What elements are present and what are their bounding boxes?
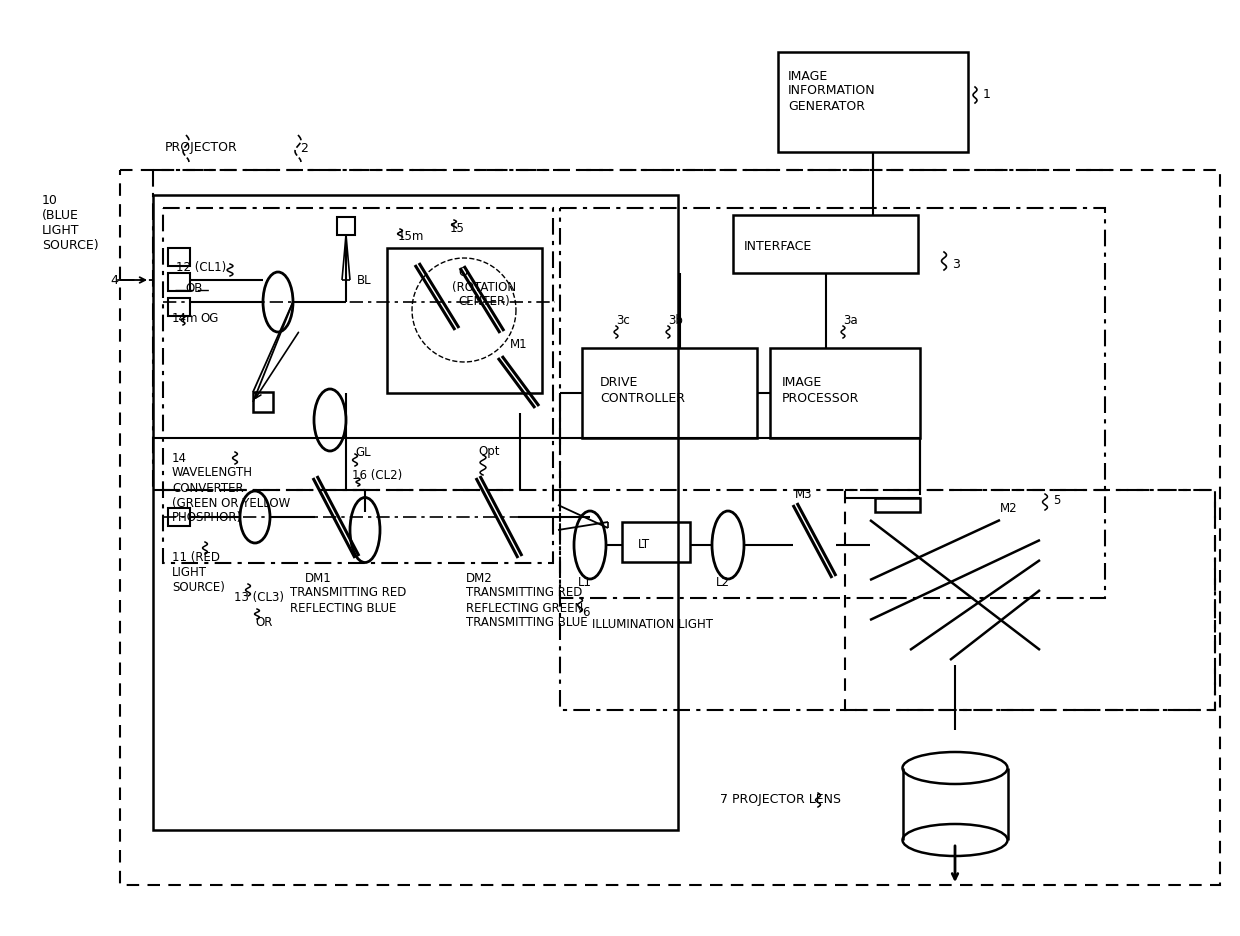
Text: 13 (CL3): 13 (CL3)	[234, 592, 284, 605]
Text: SOURCE): SOURCE)	[42, 239, 99, 252]
Bar	[560, 490, 1215, 710]
Bar	[120, 170, 1220, 885]
Text: LT: LT	[639, 538, 650, 551]
Text: CONTROLLER: CONTROLLER	[600, 391, 684, 404]
Text: 14: 14	[172, 451, 187, 464]
Text: 5: 5	[1053, 493, 1060, 506]
Text: CONVERTER: CONVERTER	[172, 481, 243, 494]
Text: O: O	[458, 266, 467, 279]
Text: GL: GL	[355, 446, 371, 459]
Text: SOURCE): SOURCE)	[172, 580, 224, 593]
Text: ILLUMINATION LIGHT: ILLUMINATION LIGHT	[591, 618, 713, 631]
Text: REFLECTING BLUE: REFLECTING BLUE	[290, 602, 397, 615]
Text: INFORMATION: INFORMATION	[787, 84, 875, 97]
Bar	[167, 273, 190, 291]
Bar	[875, 498, 920, 512]
Bar	[253, 392, 273, 412]
Text: TRANSMITTING BLUE: TRANSMITTING BLUE	[466, 617, 588, 630]
Bar	[622, 522, 689, 562]
Text: 16 (CL2): 16 (CL2)	[352, 470, 402, 482]
Text: LIGHT: LIGHT	[42, 224, 79, 237]
Text: 15m: 15m	[398, 230, 424, 243]
Text: BL: BL	[357, 273, 372, 286]
Text: 6: 6	[582, 606, 589, 619]
Text: 4: 4	[110, 273, 118, 286]
Text: M2: M2	[999, 502, 1018, 515]
Text: 7 PROJECTOR LENS: 7 PROJECTOR LENS	[720, 794, 841, 807]
Text: (GREEN OR YELLOW: (GREEN OR YELLOW	[172, 496, 290, 509]
Bar	[337, 217, 355, 235]
Text: 15: 15	[450, 222, 465, 235]
Bar	[167, 248, 190, 266]
Text: OG: OG	[200, 313, 218, 326]
Text: DRIVE: DRIVE	[600, 375, 639, 388]
Text: 3: 3	[952, 258, 960, 271]
Text: 3a: 3a	[843, 314, 858, 327]
Bar	[153, 195, 678, 830]
Text: M3: M3	[795, 489, 812, 502]
Bar	[770, 348, 920, 438]
Bar	[167, 508, 190, 526]
Text: 14m: 14m	[172, 313, 198, 326]
Bar	[167, 298, 190, 316]
Text: OB: OB	[185, 283, 202, 296]
Text: TRANSMITTING RED: TRANSMITTING RED	[466, 587, 583, 599]
Text: 1: 1	[983, 89, 991, 101]
Bar	[733, 215, 918, 273]
Text: GENERATOR: GENERATOR	[787, 99, 866, 112]
Text: 12 (CL1): 12 (CL1)	[176, 261, 226, 274]
Text: PHOSPHOR): PHOSPHOR)	[172, 511, 242, 524]
Text: INTERFACE: INTERFACE	[744, 241, 812, 254]
Text: DM2: DM2	[466, 572, 492, 584]
Text: TRANSMITTING RED: TRANSMITTING RED	[290, 587, 407, 599]
Text: WAVELENGTH: WAVELENGTH	[172, 466, 253, 479]
Text: CENTER): CENTER)	[458, 296, 510, 309]
Bar	[387, 248, 542, 393]
Text: (ROTATION: (ROTATION	[453, 281, 516, 294]
Text: Opt: Opt	[477, 446, 500, 459]
Text: 3b: 3b	[668, 314, 683, 327]
Text: DM1: DM1	[305, 572, 332, 584]
Text: REFLECTING GREEN: REFLECTING GREEN	[466, 602, 583, 615]
Text: 2: 2	[300, 141, 308, 154]
Text: IMAGE: IMAGE	[782, 375, 822, 388]
Text: M1: M1	[510, 339, 528, 352]
Bar	[844, 490, 1215, 710]
Text: OR: OR	[255, 616, 273, 628]
Bar	[560, 208, 1105, 598]
Bar	[582, 348, 756, 438]
Text: 3c: 3c	[616, 314, 630, 327]
Text: PROJECTOR: PROJECTOR	[165, 141, 238, 154]
Text: L1: L1	[578, 577, 591, 590]
Text: PROCESSOR: PROCESSOR	[782, 391, 859, 404]
Bar	[777, 52, 968, 152]
Text: LIGHT: LIGHT	[172, 565, 207, 578]
Text: (BLUE: (BLUE	[42, 209, 79, 222]
Bar	[162, 208, 553, 563]
Text: L2: L2	[715, 577, 730, 590]
Text: 10: 10	[42, 194, 58, 207]
Text: IMAGE: IMAGE	[787, 69, 828, 82]
Text: 11 (RED: 11 (RED	[172, 550, 219, 563]
